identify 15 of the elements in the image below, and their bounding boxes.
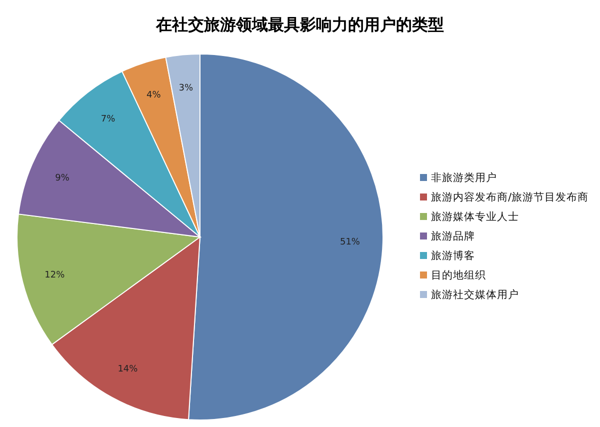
- legend-label: 旅游品牌: [431, 230, 475, 242]
- chart-title: 在社交旅游领域最具影响力的用户的类型: [155, 15, 444, 34]
- legend-label: 旅游社交媒体用户: [431, 288, 519, 301]
- legend-label: 目的地组织: [431, 268, 486, 282]
- legend-label: 旅游博客: [431, 249, 475, 262]
- data-label: 7%: [100, 114, 116, 124]
- data-label: 12%: [44, 270, 66, 280]
- legend-label: 旅游内容发布商/旅游节目发布商: [431, 190, 589, 204]
- legend-label: 旅游媒体专业人士: [431, 210, 519, 223]
- data-label: 9%: [55, 173, 70, 184]
- data-label: 3%: [178, 84, 194, 94]
- data-label: 51%: [340, 238, 360, 248]
- legend-label: 非旅游类用户: [431, 171, 497, 184]
- data-label: 4%: [146, 90, 162, 100]
- data-label: 14%: [118, 364, 138, 374]
